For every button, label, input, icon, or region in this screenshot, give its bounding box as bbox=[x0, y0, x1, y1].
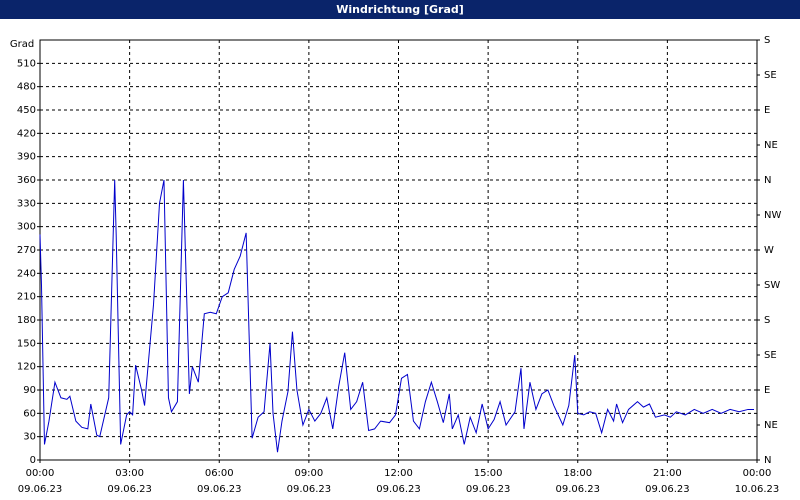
x-tick-label: 09:00 bbox=[294, 468, 323, 479]
x-tick-date: 09.06.23 bbox=[197, 484, 242, 495]
y-tick-label: 510 bbox=[17, 58, 36, 69]
y2-tick-label: E bbox=[764, 105, 770, 116]
y-tick-label: 120 bbox=[17, 362, 36, 373]
y2-tick-label: N bbox=[764, 175, 771, 186]
y2-tick-label: SE bbox=[764, 70, 777, 81]
y-tick-label: 90 bbox=[23, 385, 36, 396]
x-tick-label: 00:00 bbox=[743, 468, 772, 479]
y-tick-label: 240 bbox=[17, 268, 36, 279]
x-tick-label: 00:00 bbox=[26, 468, 55, 479]
data-line bbox=[39, 179, 755, 453]
y-tick-label: 30 bbox=[23, 432, 36, 443]
y-axis-label: Grad bbox=[10, 39, 34, 50]
y2-tick-label: SE bbox=[764, 350, 777, 361]
y2-tick-label: W bbox=[764, 245, 774, 256]
y-tick-label: 270 bbox=[17, 245, 36, 256]
x-tick-label: 18:00 bbox=[563, 468, 592, 479]
y2-tick-label: NE bbox=[764, 420, 778, 431]
y2-tick-label: N bbox=[764, 455, 771, 466]
y-tick-label: 480 bbox=[17, 82, 36, 93]
chart: Grad 0 30 60 90 120 150 180 210 240 270 300 330 360 3… bbox=[0, 19, 800, 500]
y-tick-label: 390 bbox=[17, 152, 36, 163]
window-title: Windrichtung [Grad] bbox=[0, 0, 800, 19]
x-tick-date: 09.06.23 bbox=[555, 484, 600, 495]
y2-tick-label: E bbox=[764, 385, 770, 396]
y2-tick-label: NE bbox=[764, 140, 778, 151]
y2-tick-label: S bbox=[764, 35, 770, 46]
x-tick-date: 10.06.23 bbox=[735, 484, 780, 495]
x-tick-label: 21:00 bbox=[653, 468, 682, 479]
y-tick-label: 210 bbox=[17, 292, 36, 303]
x-tick-label: 15:00 bbox=[474, 468, 503, 479]
y2-tick-label: NW bbox=[764, 210, 781, 221]
background bbox=[0, 19, 800, 500]
y-tick-label: 330 bbox=[17, 198, 36, 209]
x-tick-label: 06:00 bbox=[205, 468, 234, 479]
x-tick-date: 09.06.23 bbox=[107, 484, 152, 495]
y-tick-label: 450 bbox=[17, 105, 36, 116]
y-tick-label: 60 bbox=[23, 408, 36, 419]
y2-tick-label: SW bbox=[764, 280, 780, 291]
x-tick-date: 09.06.23 bbox=[376, 484, 421, 495]
x-tick-date: 09.06.23 bbox=[466, 484, 511, 495]
y2-tick-label: S bbox=[764, 315, 770, 326]
x-tick-date: 09.06.23 bbox=[18, 484, 63, 495]
y-tick-label: 180 bbox=[17, 315, 36, 326]
y-tick-label: 420 bbox=[17, 128, 36, 139]
y-tick-label: 150 bbox=[17, 338, 36, 349]
x-tick-label: 03:00 bbox=[115, 468, 144, 479]
y-tick-label: 360 bbox=[17, 175, 36, 186]
x-tick-label: 12:00 bbox=[384, 468, 413, 479]
y-tick-label: 0 bbox=[30, 455, 36, 466]
x-tick-date: 09.06.23 bbox=[287, 484, 332, 495]
y-tick-label: 300 bbox=[17, 222, 36, 233]
x-tick-date: 09.06.23 bbox=[645, 484, 690, 495]
